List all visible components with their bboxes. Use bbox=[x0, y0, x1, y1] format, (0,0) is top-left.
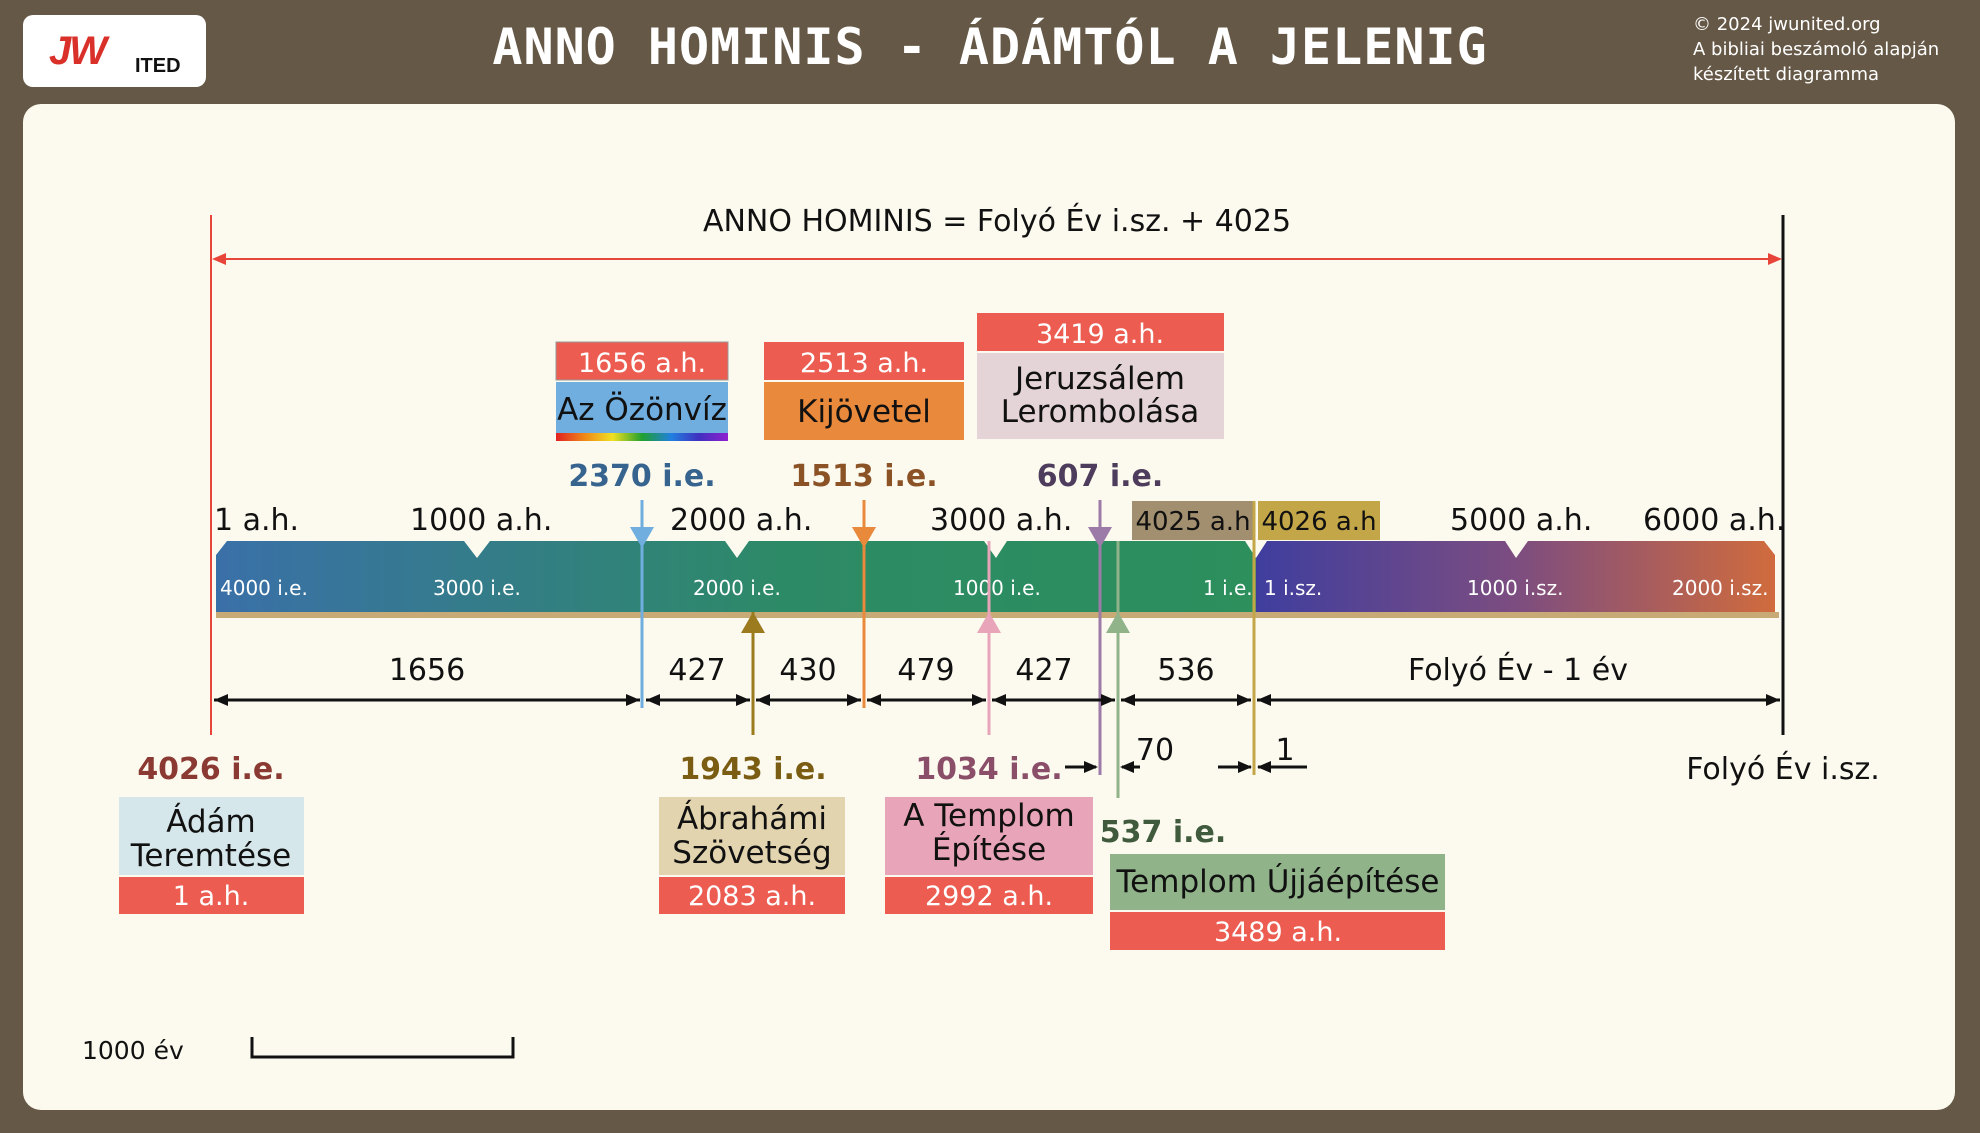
copyright-line: készített diagramma bbox=[1693, 64, 1880, 85]
temple-date: 1034 i.e. bbox=[915, 752, 1062, 787]
rebuild-ah-box bbox=[1110, 912, 1445, 950]
badge-4025-label: 4025 a.h bbox=[1135, 507, 1250, 537]
formula-label: ANNO HOMINIS = Folyó Év i.sz. + 4025 bbox=[703, 203, 1291, 239]
ah-tick-label: 3000 a.h. bbox=[930, 503, 1072, 538]
abraham-name: Szövetség bbox=[672, 835, 831, 871]
interval-arrowheads bbox=[214, 694, 1780, 706]
band-label: 1 i.sz. bbox=[1264, 576, 1322, 600]
exodus-name: Kijövetel bbox=[797, 394, 931, 430]
band-ce bbox=[1256, 541, 1775, 612]
logo-mark: JW bbox=[49, 29, 107, 73]
interval-label: 430 bbox=[779, 653, 836, 688]
copyright-line: © 2024 jwunited.org bbox=[1693, 14, 1881, 35]
logo-wordmark: ITED bbox=[135, 55, 181, 77]
temple-name-box bbox=[885, 797, 1093, 875]
adam-date: 4026 i.e. bbox=[137, 752, 284, 787]
rebuild-date: 537 i.e. bbox=[1100, 815, 1227, 850]
copyright-note: © 2024 jwunited.org A bibliai beszámoló … bbox=[1693, 12, 1973, 87]
jerusalem-date: 607 i.e. bbox=[1037, 459, 1164, 494]
band-label: 4000 i.e. bbox=[220, 576, 308, 600]
adam-ah: 1 a.h. bbox=[173, 881, 250, 912]
rainbow-strip bbox=[556, 433, 728, 441]
scale-bar bbox=[250, 1037, 515, 1059]
jerusalem-name-box bbox=[977, 353, 1224, 439]
small-interval-label: 70 bbox=[1136, 733, 1174, 768]
arrowhead-right bbox=[1768, 253, 1782, 265]
exodus-date: 1513 i.e. bbox=[790, 459, 937, 494]
abraham-ah: 2083 a.h. bbox=[688, 881, 816, 912]
ah-tick-label: 5000 a.h. bbox=[1450, 503, 1592, 538]
adam-name: Ádám bbox=[166, 804, 256, 840]
badge-4026 bbox=[1258, 501, 1380, 540]
interval-label: 427 bbox=[668, 653, 725, 688]
interval-label: 427 bbox=[1015, 653, 1072, 688]
jerusalem-name: Lerombolása bbox=[1001, 394, 1199, 430]
temple-marker bbox=[977, 612, 1001, 633]
flood-ah-box bbox=[555, 341, 729, 381]
small-interval-label: 1 bbox=[1275, 733, 1294, 768]
abraham-marker bbox=[741, 612, 765, 633]
exodus-marker bbox=[852, 527, 876, 548]
band-label: 1000 i.e. bbox=[953, 576, 1041, 600]
ah-tick-label: 1000 a.h. bbox=[410, 503, 552, 538]
band-label: 1000 i.sz. bbox=[1467, 576, 1563, 600]
abraham-name: Ábrahámi bbox=[677, 801, 827, 837]
band-label: 3000 i.e. bbox=[433, 576, 521, 600]
page-title: ANNO HOMINIS - ÁDÁMTÓL A JELENIG bbox=[492, 18, 1488, 76]
present-label: Folyó Év i.sz. bbox=[1686, 751, 1880, 787]
interval-label: 536 bbox=[1157, 653, 1214, 688]
flood-name-box bbox=[556, 382, 728, 433]
flood-name: Az Özönvíz bbox=[557, 391, 727, 428]
abraham-date: 1943 i.e. bbox=[679, 752, 826, 787]
flood-marker bbox=[630, 527, 654, 548]
abraham-ah-box bbox=[659, 877, 845, 914]
ah-tick-label: 1 a.h. bbox=[214, 503, 299, 538]
adam-name-box bbox=[119, 797, 304, 875]
temple-ah: 2992 a.h. bbox=[925, 881, 1053, 912]
small-interval-arrowheads bbox=[1084, 761, 1271, 773]
interval-label: 479 bbox=[897, 653, 954, 688]
band-bce bbox=[216, 541, 1256, 612]
interval-label: Folyó Év - 1 év bbox=[1408, 652, 1628, 688]
band-label: 2000 i.e. bbox=[693, 576, 781, 600]
temple-ah-box bbox=[885, 877, 1093, 914]
flood-ah: 1656 a.h. bbox=[578, 348, 706, 379]
scale-label: 1000 év bbox=[82, 1036, 184, 1065]
ah-tick-label: 6000 a.h. bbox=[1643, 503, 1785, 538]
ah-tick-label: 2000 a.h. bbox=[670, 503, 812, 538]
temple-name: A Templom bbox=[903, 798, 1074, 834]
rebuild-name: Templom Újjáépítése bbox=[1116, 863, 1440, 900]
arrowhead-left bbox=[212, 253, 226, 265]
jerusalem-ah: 3419 a.h. bbox=[1036, 319, 1164, 350]
band-label: 2000 i.sz. bbox=[1672, 576, 1768, 600]
band-shadow bbox=[216, 612, 1779, 618]
flood-date: 2370 i.e. bbox=[568, 459, 715, 494]
exodus-name-box bbox=[764, 382, 964, 440]
jerusalem-ah-box bbox=[977, 313, 1224, 351]
band-label: 1 i.e. bbox=[1203, 576, 1253, 600]
rebuild-ah: 3489 a.h. bbox=[1214, 917, 1342, 948]
logo: JW ITED bbox=[23, 15, 206, 87]
exodus-ah-box bbox=[764, 342, 964, 380]
rebuild-name-box bbox=[1110, 854, 1445, 910]
badge-4026-label: 4026 a.h bbox=[1261, 507, 1376, 537]
rebuild-marker bbox=[1106, 612, 1130, 633]
copyright-line: A bibliai beszámoló alapján bbox=[1693, 39, 1940, 60]
adam-name: Teremtése bbox=[130, 838, 292, 874]
interval-label: 1656 bbox=[389, 653, 465, 688]
jerusalem-name: Jeruzsálem bbox=[1013, 361, 1185, 397]
temple-name: Építése bbox=[932, 832, 1046, 868]
exodus-ah: 2513 a.h. bbox=[800, 348, 928, 379]
abraham-name-box bbox=[659, 797, 845, 875]
jerusalem-marker bbox=[1088, 527, 1112, 548]
badge-4025 bbox=[1132, 501, 1254, 540]
adam-ah-box bbox=[119, 877, 304, 914]
